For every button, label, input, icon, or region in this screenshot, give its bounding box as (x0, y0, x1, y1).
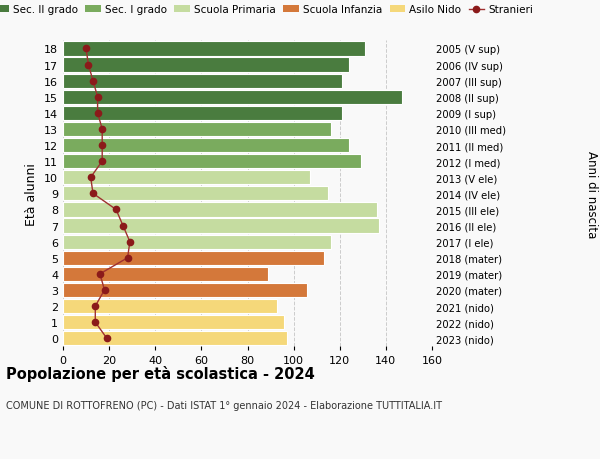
Text: Anni di nascita: Anni di nascita (584, 151, 598, 237)
Bar (63, 267, 268, 281)
Text: Popolazione per età scolastica - 2024: Popolazione per età scolastica - 2024 (6, 366, 315, 382)
Bar (63, 58, 349, 73)
Bar (63, 171, 310, 185)
Bar (63, 315, 284, 330)
Bar (63, 155, 361, 169)
Legend: Sec. II grado, Sec. I grado, Scuola Primaria, Scuola Infanzia, Asilo Nido, Stran: Sec. II grado, Sec. I grado, Scuola Prim… (0, 5, 533, 15)
Bar (63, 283, 307, 297)
Bar (63, 219, 379, 233)
Bar (63, 187, 328, 201)
Bar (63, 106, 342, 121)
Bar (63, 74, 342, 89)
Bar (63, 235, 331, 249)
Bar (63, 331, 287, 346)
Bar (63, 139, 349, 153)
Bar (63, 42, 365, 56)
Bar (63, 123, 331, 137)
Bar (63, 203, 377, 217)
Text: COMUNE DI ROTTOFRENO (PC) - Dati ISTAT 1° gennaio 2024 - Elaborazione TUTTITALIA: COMUNE DI ROTTOFRENO (PC) - Dati ISTAT 1… (6, 401, 442, 410)
Bar (63, 299, 277, 313)
Y-axis label: Età alunni: Età alunni (25, 162, 38, 225)
Bar (63, 251, 323, 265)
Bar (63, 90, 402, 105)
